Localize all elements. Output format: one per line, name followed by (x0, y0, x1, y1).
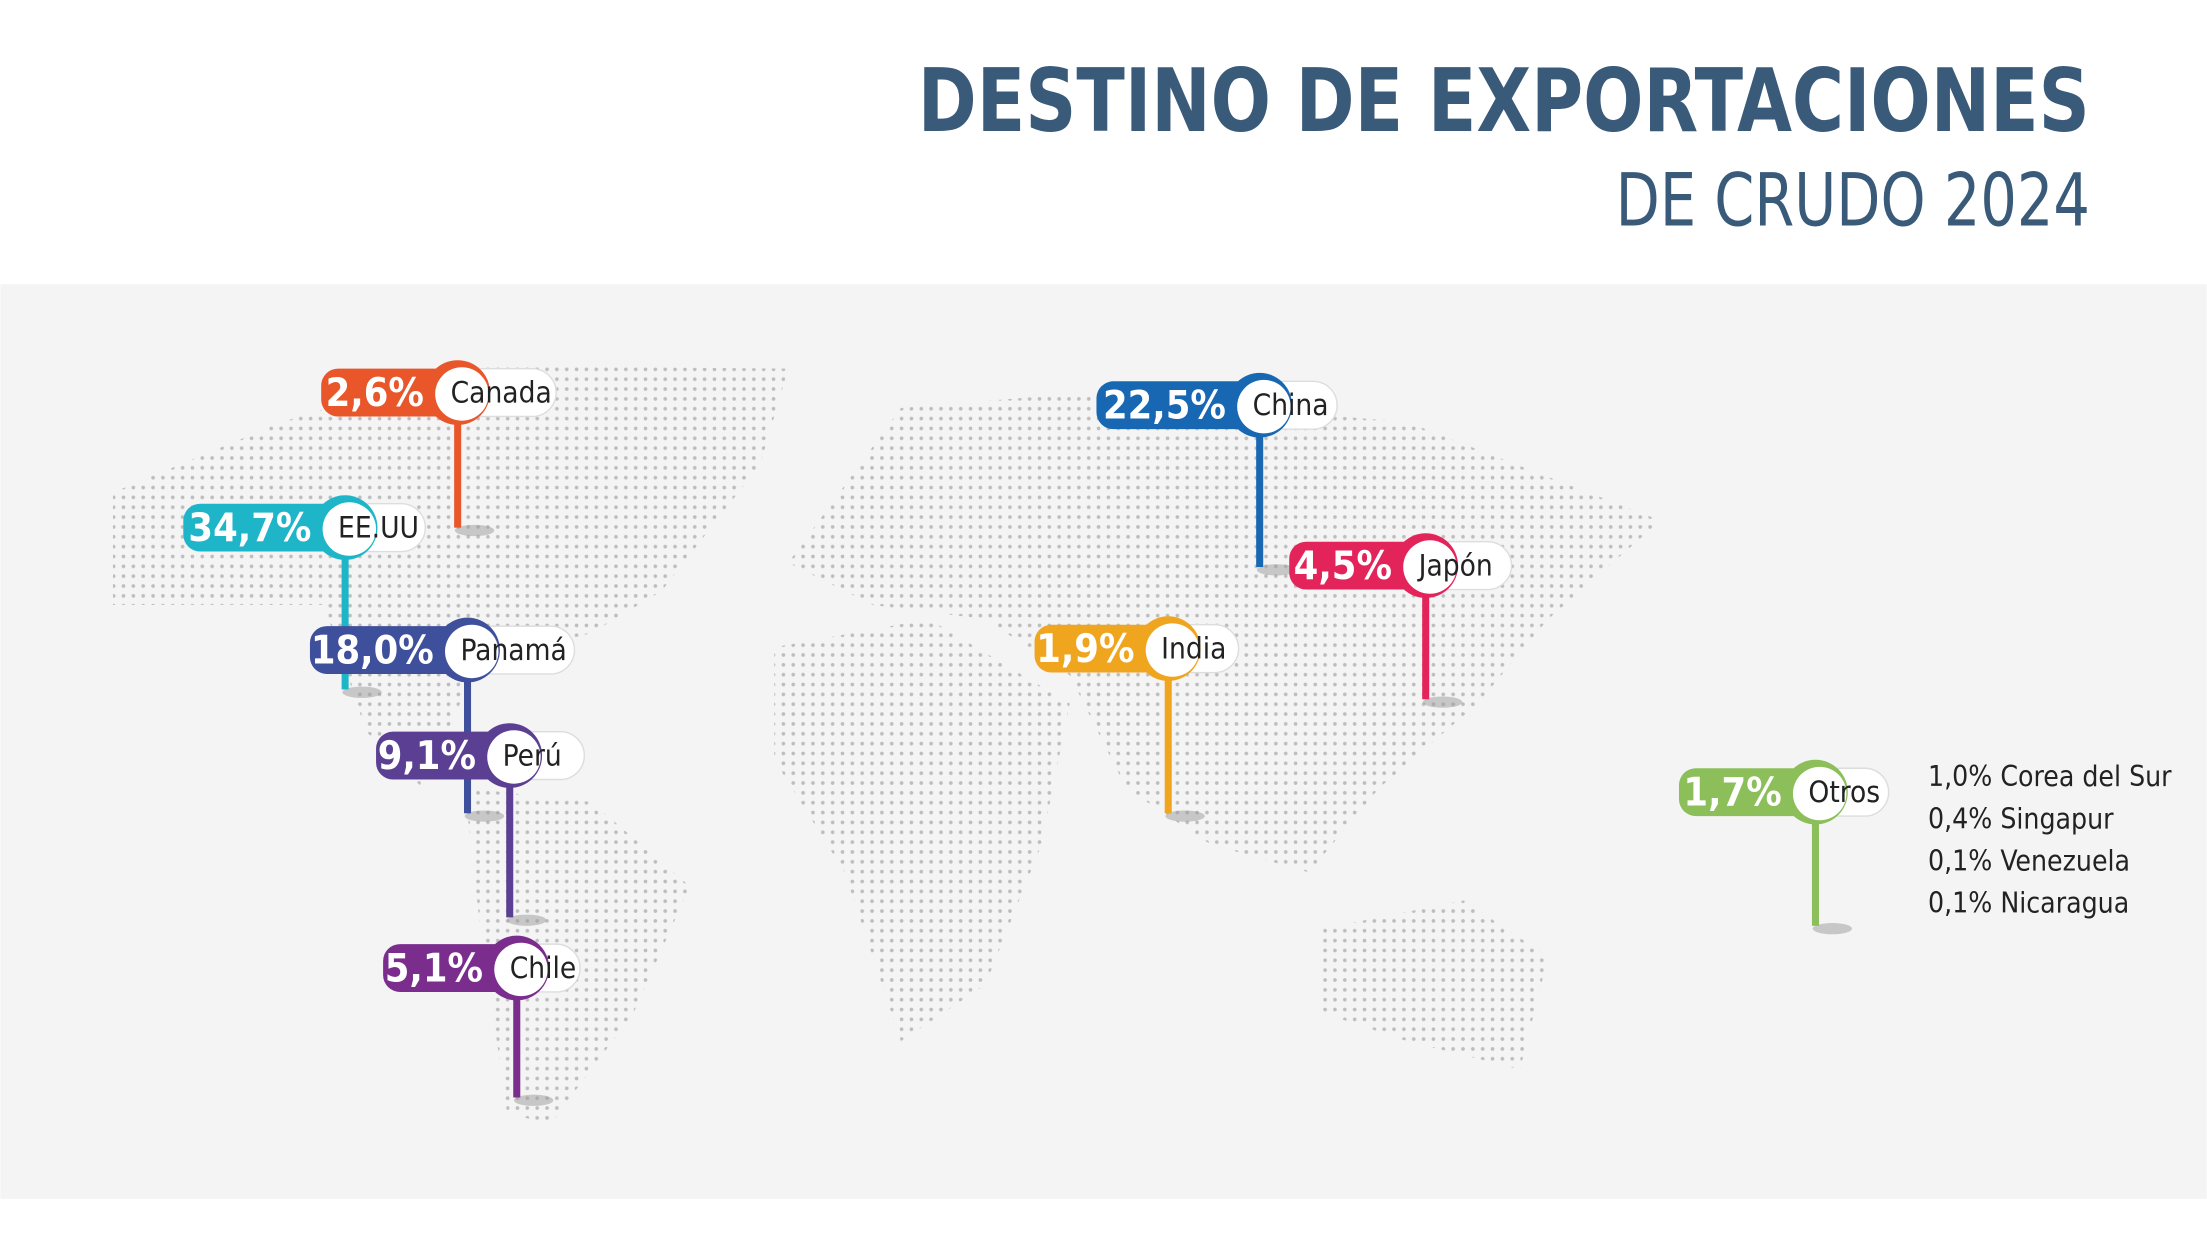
pin: 22,5% China (1096, 372, 1338, 576)
pin-shadow (1256, 564, 1297, 576)
pin-value: 18,0% (311, 627, 434, 673)
others-item: 1,0% Corea del Sur (1928, 760, 2172, 793)
others-item: 0,1% Venezuela (1928, 845, 2130, 878)
pin-value: 1,7% (1683, 769, 1781, 815)
pin-label: China (1253, 388, 1329, 422)
others-item: 0,4% Singapur (1928, 802, 2114, 835)
pin-stem (506, 755, 514, 918)
pin-shadow (1422, 696, 1463, 708)
pin-shadow (506, 914, 547, 926)
pin-stem (1256, 405, 1264, 568)
pin-label: EE.UU (338, 511, 419, 545)
pin-stem (454, 392, 462, 528)
value-pill (376, 731, 510, 780)
others-item: 0,1% Nicaragua (1928, 887, 2129, 920)
pin-stem (513, 968, 521, 1098)
pin-inner (487, 730, 541, 784)
pin-inner (322, 502, 377, 556)
pin: 34,7% EE.UU (183, 495, 427, 698)
pin-shadow (464, 810, 505, 822)
pin-value: 9,1% (378, 733, 476, 779)
pin-label: Otros (1808, 775, 1880, 809)
pin-value: 5,1% (385, 945, 483, 991)
pin: 1,7% Otros (1678, 759, 1890, 935)
pin-label: Panamá (460, 633, 566, 667)
pin: 5,1% Chile (383, 935, 581, 1106)
pin-shadow (1812, 923, 1853, 935)
pin-value: 2,6% (326, 370, 424, 416)
pins: 2,6% Canada 34,7% EE.UU 18,0% Panamá 9,1% Perú 5… (183, 360, 1890, 1106)
pin-inner (435, 367, 489, 421)
pin-value: 34,7% (188, 505, 311, 551)
pin: 2,6% Canada (321, 360, 557, 537)
pin-label: Canada (451, 375, 552, 409)
subtitle: DE CRUDO 2024 (1616, 158, 2090, 243)
value-pill (1678, 768, 1816, 817)
pin-value: 4,5% (1294, 543, 1392, 589)
pin: 18,0% Panamá (309, 617, 576, 822)
others-list: 1,0% Corea del Sur 0,4% Singapur 0,1% Vene… (1928, 760, 2172, 920)
pin-label: Chile (510, 951, 577, 985)
pin-label: Japón (1417, 549, 1493, 583)
value-pill (321, 368, 458, 417)
pin-stem (341, 527, 349, 690)
pin-stem (1811, 792, 1819, 926)
pin-inner (1237, 379, 1291, 434)
value-pill (1289, 541, 1426, 590)
pin-shadow (342, 686, 382, 698)
title: DESTINO DE EXPORTACIONES (918, 50, 2090, 152)
pin-value: 22,5% (1103, 383, 1226, 429)
value-pill (1034, 624, 1169, 673)
pin-inner (1792, 766, 1847, 821)
pin-value: 1,9% (1036, 626, 1134, 672)
pin-stem (1422, 565, 1430, 700)
value-pill (383, 944, 517, 992)
pin: 9,1% Perú (376, 723, 586, 926)
pin-inner (445, 624, 499, 679)
pin-inner (494, 942, 548, 997)
pin-inner (1145, 623, 1200, 677)
value-pill (1096, 381, 1260, 430)
pin-stem (1164, 648, 1172, 814)
pin-label: Perú (503, 738, 562, 772)
pin-inner (1403, 540, 1457, 594)
pin-shadow (454, 524, 495, 537)
value-pill (183, 503, 346, 552)
pin-shadow (513, 1094, 554, 1106)
pin: 4,5% Japón (1289, 533, 1513, 708)
pin: 1,9% India (1034, 616, 1240, 822)
pin-label: India (1161, 632, 1226, 666)
pin-shadow (1165, 810, 1205, 822)
value-pill (309, 626, 468, 674)
